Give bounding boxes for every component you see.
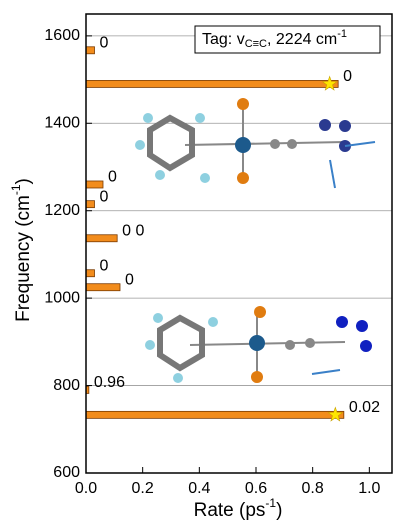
molecule-bottom [145, 306, 372, 383]
bar-annotation: 0 [100, 35, 109, 52]
bar-annotation: 0 [100, 257, 109, 274]
y-tick-label: 1400 [44, 115, 80, 132]
bar-annotation: 0.02 [349, 399, 380, 416]
x-tick-label: 0.2 [132, 480, 154, 497]
x-label-sup: -1 [265, 496, 276, 510]
star [323, 76, 337, 90]
bar-annotation: 0 0 [122, 222, 144, 239]
molecule-top [135, 98, 375, 188]
star [328, 407, 342, 421]
bar [86, 284, 120, 291]
y-tick-label: 800 [53, 377, 80, 394]
bar [86, 181, 103, 188]
y-tick-label: 1200 [44, 202, 80, 219]
bar-annotation: 0 [100, 188, 109, 205]
y-label-end: ) [13, 178, 34, 184]
x-axis-label: Rate (ps-1) [194, 496, 283, 521]
bar [86, 270, 95, 277]
x-tick-label: 0.8 [302, 480, 324, 497]
tag-rest: , 2224 cm [267, 31, 337, 48]
bar-annotation: 0 [343, 68, 352, 85]
tag-sub: C≡C [245, 38, 267, 50]
x-tick-label: 1.0 [358, 480, 380, 497]
bar-annotation: 0 [125, 271, 134, 288]
y-label-sup: -1 [9, 184, 23, 195]
bar [86, 411, 344, 418]
y-label-text: Frequency (cm [13, 195, 34, 322]
tag: Tag: vC≡C, 2224 cm-1 [202, 28, 347, 50]
x-tick-label: 0.0 [75, 480, 97, 497]
x-tick-label: 0.4 [188, 480, 210, 497]
y-tick-label: 1600 [44, 27, 80, 44]
bar [86, 201, 95, 208]
y-tick-label: 600 [53, 464, 80, 481]
x-label-text: Rate (ps [194, 500, 266, 521]
tag-sup: -1 [337, 28, 347, 40]
bar [86, 47, 95, 54]
y-axis-label: Frequency (cm-1) [9, 178, 34, 322]
bar-annotation: 0.96 [94, 374, 125, 391]
chart: Tag: vC≡C, 2224 cm-1 Rate (ps-1) Frequen… [0, 0, 393, 523]
tag-text: Tag: v [202, 31, 245, 48]
bar [86, 80, 338, 87]
x-label-end: ) [276, 500, 282, 521]
y-tick-label: 1000 [44, 289, 80, 306]
bar [86, 235, 117, 242]
x-tick-label: 0.6 [245, 480, 267, 497]
bar-annotation: 0 [108, 169, 117, 186]
